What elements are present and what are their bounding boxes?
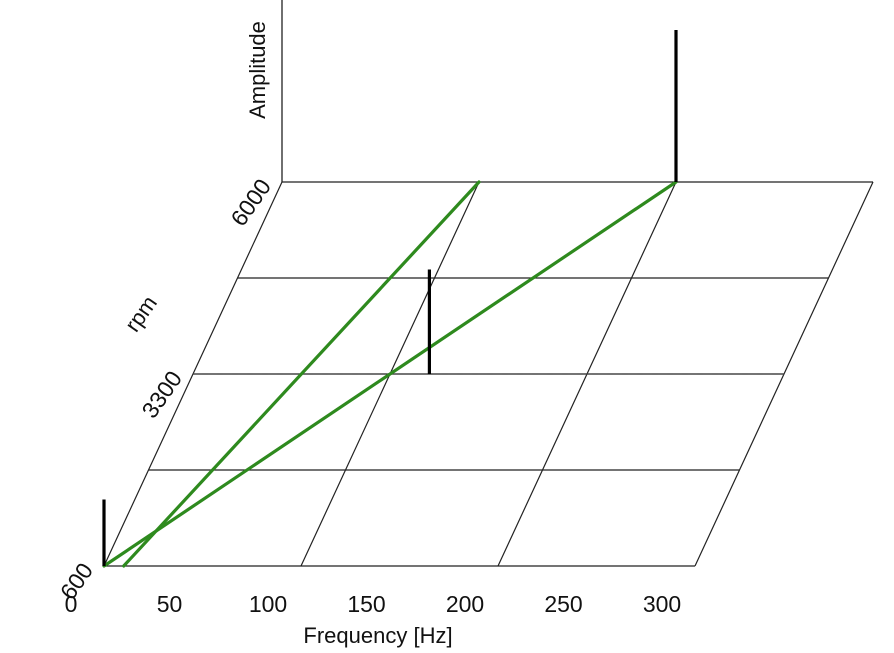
rpm-tick-labels: 600 3300 6000	[55, 174, 276, 604]
rpm-tick-label: 3300	[136, 366, 187, 423]
x-tick-label: 100	[249, 591, 287, 617]
y-axis-title: rpm	[120, 291, 162, 336]
x-tick-label: 300	[643, 591, 681, 617]
x-tick-label: 0	[65, 591, 78, 617]
rpm-tick-label: 6000	[225, 174, 276, 231]
order-lines	[102, 180, 678, 568]
amplitude-spikes	[102, 30, 678, 566]
order-line-2	[102, 180, 678, 568]
x-tick-label: 250	[544, 591, 582, 617]
rpm-tick-label: 600	[55, 558, 98, 604]
order-line-1	[122, 180, 481, 568]
z-axis-title: Amplitude	[245, 21, 270, 119]
x-tick-label: 200	[446, 591, 484, 617]
floor-grid	[103, 181, 874, 567]
frequency-tick-labels: 0 50 100 150 200 250 300	[65, 591, 682, 617]
x-axis-title: Frequency [Hz]	[303, 623, 452, 648]
x-tick-label: 50	[157, 591, 183, 617]
x-tick-label: 150	[347, 591, 385, 617]
